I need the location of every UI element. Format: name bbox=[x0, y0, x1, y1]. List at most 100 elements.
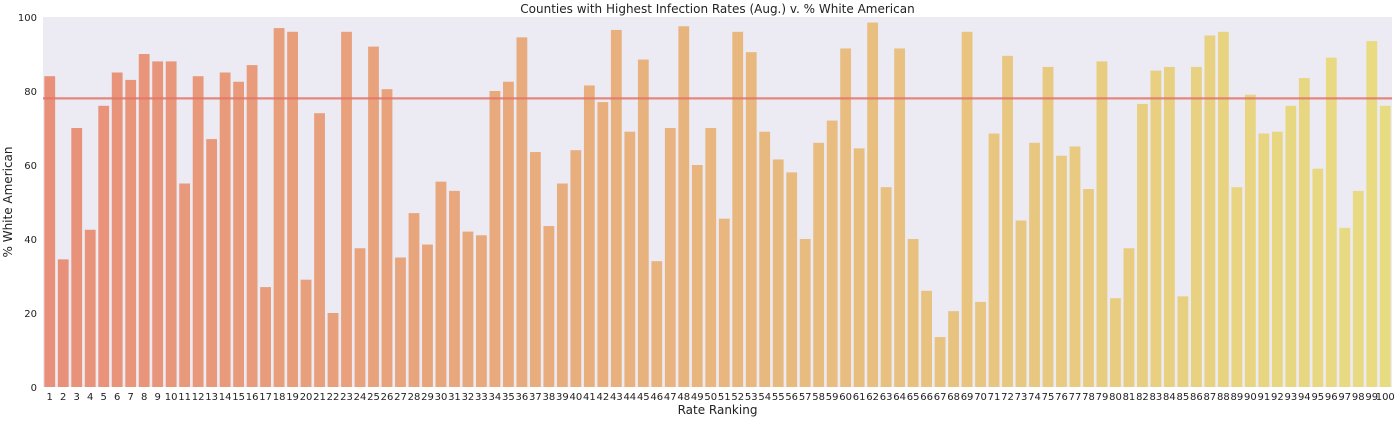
x-tick-label: 90 bbox=[1244, 392, 1257, 403]
bar bbox=[705, 128, 717, 387]
x-tick-label: 25 bbox=[367, 392, 380, 403]
bar bbox=[948, 311, 959, 387]
x-tick-label: 28 bbox=[408, 392, 421, 403]
x-tick-label: 100 bbox=[1376, 392, 1395, 403]
x-tick-label: 78 bbox=[1082, 392, 1095, 403]
x-tick-label: 94 bbox=[1298, 392, 1311, 403]
x-tick-label: 86 bbox=[1190, 392, 1203, 403]
bar bbox=[1177, 296, 1189, 387]
x-tick-label: 58 bbox=[812, 392, 825, 403]
bar bbox=[1217, 31, 1229, 388]
x-tick-label: 34 bbox=[489, 392, 502, 403]
bar bbox=[1271, 131, 1283, 387]
x-tick-label: 37 bbox=[529, 392, 542, 403]
x-axis-label: Rate Ranking bbox=[678, 403, 758, 417]
x-tick-label: 19 bbox=[286, 392, 299, 403]
bar bbox=[1298, 78, 1310, 388]
bar bbox=[246, 65, 258, 387]
bar bbox=[260, 287, 271, 387]
bar bbox=[503, 81, 514, 387]
bar bbox=[273, 28, 285, 387]
x-tick-label: 54 bbox=[758, 392, 771, 403]
bar bbox=[745, 52, 757, 388]
bar bbox=[435, 181, 447, 387]
bar bbox=[111, 72, 123, 387]
bar bbox=[71, 128, 83, 387]
bar bbox=[543, 226, 555, 387]
bar bbox=[961, 31, 973, 388]
bar bbox=[786, 172, 798, 387]
bar bbox=[1002, 55, 1013, 387]
bar bbox=[907, 239, 919, 387]
x-tick-label: 43 bbox=[610, 392, 623, 403]
bar bbox=[1352, 190, 1364, 387]
bar bbox=[233, 81, 245, 387]
bar bbox=[880, 187, 892, 387]
x-tick-label: 74 bbox=[1028, 392, 1041, 403]
bar bbox=[556, 183, 568, 387]
x-tick-label: 48 bbox=[677, 392, 690, 403]
bar bbox=[1150, 70, 1162, 388]
x-tick-labels: 1 2 3 4 5 6 7 8 9 10 11 12 13 14 15 16 17 18 19 20 21 22 23 24 2… bbox=[47, 392, 1395, 403]
x-tick-label: 61 bbox=[853, 392, 866, 403]
bar bbox=[853, 148, 865, 387]
bar bbox=[449, 190, 460, 387]
bar bbox=[219, 72, 231, 387]
bar bbox=[314, 113, 325, 387]
x-tick-label: 76 bbox=[1055, 392, 1068, 403]
x-tick-label: 77 bbox=[1069, 392, 1082, 403]
x-tick-label: 63 bbox=[880, 392, 893, 403]
bar bbox=[529, 152, 541, 387]
x-tick-label: 1 bbox=[47, 392, 53, 403]
bar bbox=[583, 85, 595, 387]
x-tick-label: 35 bbox=[502, 392, 515, 403]
bar bbox=[691, 165, 703, 387]
bar bbox=[1015, 220, 1027, 387]
x-tick-label: 47 bbox=[664, 392, 677, 403]
x-tick-label: 66 bbox=[920, 392, 933, 403]
x-tick-label: 31 bbox=[448, 392, 461, 403]
x-tick-label: 85 bbox=[1177, 392, 1190, 403]
bar bbox=[341, 31, 352, 388]
bar bbox=[921, 290, 932, 387]
x-tick-label: 23 bbox=[340, 392, 353, 403]
x-tick-label: 6 bbox=[114, 392, 120, 403]
x-tick-label: 83 bbox=[1150, 392, 1163, 403]
bar bbox=[772, 159, 784, 387]
bar bbox=[179, 183, 191, 387]
y-tick-label: 20 bbox=[24, 309, 37, 320]
x-tick-label: 69 bbox=[961, 392, 974, 403]
y-tick-label: 80 bbox=[24, 87, 37, 98]
bar bbox=[1285, 105, 1297, 388]
x-tick-label: 5 bbox=[101, 392, 107, 403]
x-tick-label: 92 bbox=[1271, 392, 1284, 403]
x-tick-label: 21 bbox=[313, 392, 326, 403]
bar bbox=[1312, 168, 1324, 387]
x-tick-label: 75 bbox=[1042, 392, 1055, 403]
x-tick-label: 29 bbox=[421, 392, 434, 403]
x-tick-label: 15 bbox=[232, 392, 245, 403]
x-tick-label: 71 bbox=[988, 392, 1001, 403]
x-tick-label: 39 bbox=[556, 392, 569, 403]
x-tick-label: 56 bbox=[785, 392, 798, 403]
bar bbox=[570, 150, 582, 387]
bar bbox=[84, 229, 96, 387]
x-tick-label: 72 bbox=[1001, 392, 1014, 403]
x-tick-label: 97 bbox=[1338, 392, 1351, 403]
bar bbox=[381, 89, 393, 388]
bar bbox=[138, 54, 150, 387]
x-tick-label: 26 bbox=[381, 392, 394, 403]
bar bbox=[732, 31, 744, 388]
bar bbox=[610, 29, 622, 387]
x-tick-label: 50 bbox=[704, 392, 717, 403]
bar bbox=[1366, 41, 1378, 388]
x-tick-label: 9 bbox=[154, 392, 160, 403]
bar bbox=[1042, 66, 1054, 387]
x-tick-label: 82 bbox=[1136, 392, 1149, 403]
x-tick-label: 93 bbox=[1284, 392, 1297, 403]
bar bbox=[395, 257, 406, 387]
x-tick-label: 45 bbox=[637, 392, 650, 403]
bar bbox=[300, 279, 312, 387]
x-tick-label: 32 bbox=[462, 392, 475, 403]
